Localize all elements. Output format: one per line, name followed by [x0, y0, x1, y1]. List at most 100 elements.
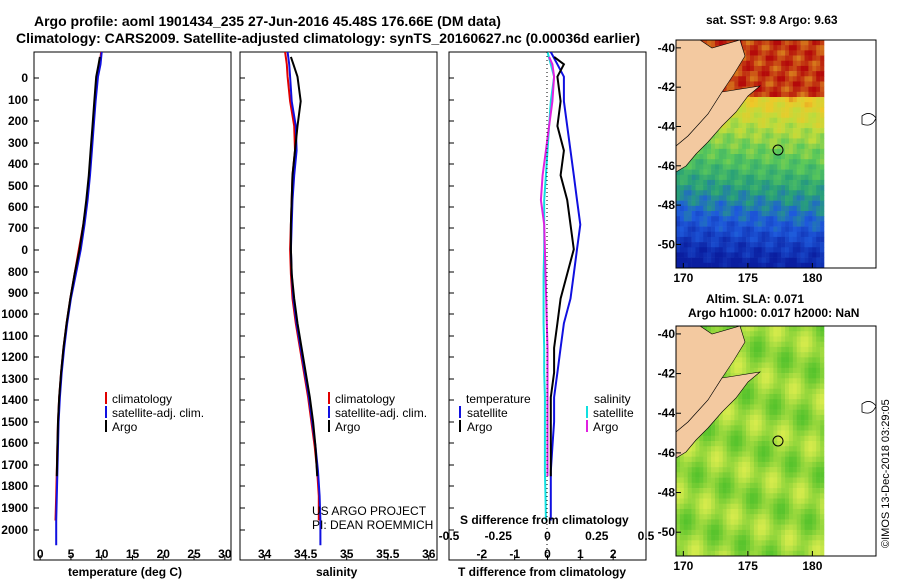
map-cell: [738, 519, 743, 525]
map-cell: [707, 40, 712, 46]
map-cell: [753, 399, 759, 405]
map-cell: [711, 154, 716, 160]
map-cell: [746, 231, 751, 238]
map-cell: [769, 336, 774, 342]
map-cell: [722, 524, 727, 531]
map-cell: [738, 352, 743, 358]
map-cell: [773, 404, 778, 410]
map-cell: [765, 456, 770, 463]
map-cell: [722, 493, 727, 499]
map-cell: [781, 331, 786, 337]
map-cell: [753, 122, 759, 129]
map-cell: [812, 524, 817, 531]
map-cell: [777, 346, 782, 353]
map-cell: [777, 367, 782, 374]
map-cell: [742, 169, 747, 176]
map-cell: [792, 388, 798, 395]
map-cell: [761, 446, 766, 452]
map-cell: [820, 420, 825, 426]
map-cell: [742, 535, 747, 541]
map-cell: [769, 550, 774, 556]
map-cell: [820, 112, 825, 119]
map-cell: [687, 467, 692, 473]
map-cell: [738, 252, 743, 258]
map-cell: [781, 91, 786, 98]
map-cell: [711, 425, 716, 431]
map-cell: [816, 535, 821, 541]
map-cell: [781, 257, 786, 264]
map-cell: [753, 535, 759, 541]
map-cell: [722, 461, 727, 468]
map-cell: [816, 97, 821, 103]
map-cell: [785, 154, 790, 160]
map-cell: [687, 545, 692, 552]
map-cell: [695, 545, 700, 552]
map-cell: [718, 477, 724, 484]
map-cell: [676, 456, 681, 463]
map-cell: [804, 446, 809, 452]
map-cell: [699, 529, 704, 536]
map-cell: [703, 326, 708, 332]
map-cell: [792, 367, 798, 374]
map-cell: [765, 346, 770, 353]
map-cell: [683, 493, 688, 499]
map-cell: [788, 399, 794, 405]
map-cell: [703, 226, 708, 233]
map-cell: [753, 185, 759, 191]
map-cell: [820, 357, 825, 363]
map-cell: [734, 242, 739, 248]
map-cell: [691, 535, 696, 541]
map-cell: [757, 128, 762, 134]
map-cell: [711, 451, 716, 457]
map-cell: [746, 138, 751, 144]
map-cell: [722, 138, 727, 144]
map-cell: [757, 143, 762, 150]
map-cell: [746, 247, 751, 253]
map-cell: [750, 545, 755, 552]
map-cell: [769, 446, 774, 452]
map-cell: [703, 482, 708, 489]
map-cell: [812, 430, 817, 437]
map-cell: [746, 425, 751, 431]
map-cell: [804, 226, 809, 233]
map-y-tick-label: -40: [658, 327, 676, 341]
map-cell: [722, 174, 727, 181]
map-cell: [769, 331, 774, 337]
map-cell: [691, 477, 696, 484]
map-cell: [816, 169, 821, 176]
map-cell: [761, 216, 766, 222]
map-cell: [687, 472, 692, 478]
map-cell: [808, 331, 813, 337]
map-cell: [773, 519, 778, 525]
map-cell: [816, 362, 821, 369]
map-cell: [773, 128, 778, 134]
map-cell: [718, 169, 724, 176]
map-cell: [750, 420, 755, 426]
map-cell: [742, 81, 747, 87]
map-cell: [800, 45, 805, 51]
map-cell: [742, 179, 747, 186]
map-cell: [711, 456, 716, 463]
map-cell: [800, 482, 805, 489]
map-cell: [714, 482, 720, 489]
map-cell: [761, 535, 766, 541]
map-cell: [750, 430, 755, 437]
map-cell: [804, 331, 809, 337]
map-cell: [734, 362, 739, 369]
map-cell: [785, 91, 790, 98]
map-cell: [785, 221, 790, 227]
map-cell: [753, 341, 759, 348]
map-cell: [691, 226, 696, 233]
map-cell: [781, 71, 786, 77]
map-cell: [761, 76, 766, 82]
map-cell: [820, 326, 825, 332]
series-temperature-satellite: [549, 52, 582, 521]
map-cell: [761, 128, 766, 134]
s-diff-tick-label: -0.25: [485, 529, 513, 543]
map-cell: [734, 252, 739, 258]
map-cell: [707, 535, 712, 541]
map-cell: [707, 503, 712, 510]
map-cell: [738, 524, 743, 531]
map-cell: [703, 236, 708, 243]
map-cell: [718, 493, 724, 499]
